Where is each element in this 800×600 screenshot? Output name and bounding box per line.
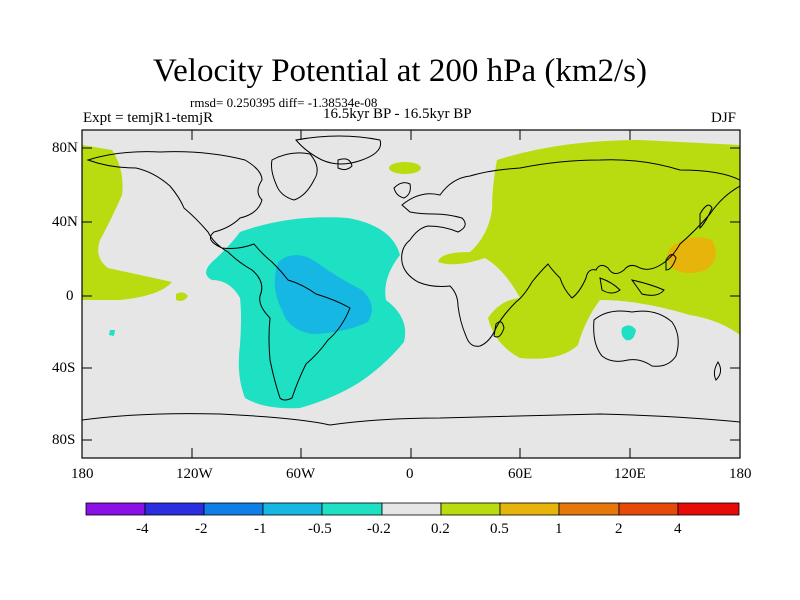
positive-region-north-atlantic [389,162,421,174]
colorbar-box-1 [85,502,146,516]
colorbar-label-8: 1 [555,521,563,537]
rmsd-stats: rmsd= 0.250395 diff= -1.38534e-08 [190,95,378,110]
lon-label-180w: 180 [71,466,94,482]
colorbar-label-2: -2 [195,521,208,537]
lon-label-60w: 60W [286,466,316,482]
season-label: DJF [711,110,737,126]
lat-label-80n: 80N [52,140,78,156]
colorbar-label-6: 0.2 [431,521,450,537]
lat-label-80s: 80S [52,432,76,448]
colorbar-box-10 [618,502,679,516]
colorbar-label-10: 4 [674,521,682,537]
lon-label-120e: 120E [614,466,646,482]
velocity-potential-field [82,130,740,458]
lat-label-40n: 40N [52,214,78,230]
period-label: 16.5kyr BP - 16.5kyr BP [323,106,472,122]
colorbar-box-6 [381,502,442,516]
colorbar-box-2 [144,502,205,516]
colorbar-box-4 [262,502,323,516]
colorbar-label-3: -1 [254,521,267,537]
colorbar [85,502,740,516]
colorbar-box-9 [558,502,620,516]
coastlines [82,135,740,426]
colorbar-label-4: -0.5 [308,521,332,537]
experiment-label: Expt = temjR1-temjR [83,110,214,126]
positive-maximum-west-pacific [667,237,716,274]
colorbar-label-1: -4 [136,521,149,537]
colorbar-box-8 [499,502,560,516]
negative-region-small-pacific [109,330,115,336]
colorbar-label-5: -0.2 [367,521,391,537]
colorbar-box-3 [203,502,264,516]
colorbar-box-5 [321,502,383,516]
colorbar-label-7: 0.5 [490,521,509,537]
axis-ticks [81,130,741,458]
lon-label-60e: 60E [508,466,533,482]
negative-region-australia [621,325,636,341]
positive-region-small-pacific [176,292,188,301]
colorbar-label-9: 2 [615,521,623,537]
colorbar-box-11 [677,502,740,516]
lon-label-0: 0 [406,466,414,482]
lon-label-120w: 120W [176,466,213,482]
lon-label-180e: 180 [729,466,752,482]
colorbar-box-7 [440,502,501,516]
positive-region-west-pacific [82,145,172,300]
map-title: Velocity Potential at 200 hPa (km2/s) [152,53,648,89]
lat-label-40s: 40S [52,360,76,376]
lat-label-eq: 0 [66,288,74,304]
